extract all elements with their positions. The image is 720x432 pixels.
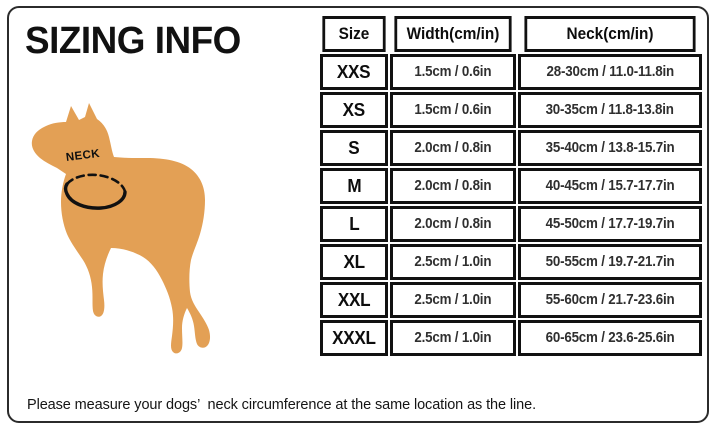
cell-neck: 60-65cm / 23.6-25.6in bbox=[518, 320, 702, 356]
header-neck: Neck(cm/in) bbox=[524, 16, 696, 52]
neck-line-solid bbox=[63, 182, 127, 210]
cell-width: 1.5cm / 0.6in bbox=[390, 54, 516, 90]
cell-width: 2.5cm / 1.0in bbox=[390, 320, 516, 356]
table-row: XS 1.5cm / 0.6in 30-35cm / 11.8-13.8in bbox=[320, 92, 702, 128]
cell-width: 1.5cm / 0.6in bbox=[390, 92, 516, 128]
cell-width: 2.5cm / 1.0in bbox=[390, 282, 516, 318]
table-row: L 2.0cm / 0.8in 45-50cm / 17.7-19.7in bbox=[320, 206, 702, 242]
size-label: XL bbox=[343, 251, 365, 272]
cell-neck: 28-30cm / 11.0-11.8in bbox=[518, 54, 702, 90]
width-value: 2.5cm / 1.0in bbox=[414, 254, 492, 270]
table-row: XXL 2.5cm / 1.0in 55-60cm / 21.7-23.6in bbox=[320, 282, 702, 318]
size-label: L bbox=[348, 213, 360, 234]
header-size: Size bbox=[322, 16, 386, 52]
cell-neck: 45-50cm / 17.7-19.7in bbox=[518, 206, 702, 242]
width-value: 2.5cm / 1.0in bbox=[414, 330, 492, 346]
cell-width: 2.0cm / 0.8in bbox=[390, 206, 516, 242]
cell-width: 2.0cm / 0.8in bbox=[390, 130, 516, 166]
dog-body bbox=[31, 103, 211, 354]
dog-illustration: NECK bbox=[19, 100, 309, 390]
size-label: XXL bbox=[337, 289, 371, 310]
cell-size: L bbox=[320, 206, 388, 242]
cell-neck: 35-40cm / 13.8-15.7in bbox=[518, 130, 702, 166]
width-value: 1.5cm / 0.6in bbox=[414, 102, 492, 118]
header-width: Width(cm/in) bbox=[394, 16, 512, 52]
cell-neck: 50-55cm / 19.7-21.7in bbox=[518, 244, 702, 280]
neck-value: 50-55cm / 19.7-21.7in bbox=[545, 254, 675, 270]
cell-width: 2.0cm / 0.8in bbox=[390, 168, 516, 204]
size-chart-table: Size Width(cm/in) Neck(cm/in) XXS 1.5cm … bbox=[318, 14, 704, 358]
table-row: XL 2.5cm / 1.0in 50-55cm / 19.7-21.7in bbox=[320, 244, 702, 280]
width-value: 1.5cm / 0.6in bbox=[414, 64, 492, 80]
neck-line-dashed bbox=[65, 173, 127, 194]
width-value: 2.0cm / 0.8in bbox=[414, 178, 492, 194]
size-label: S bbox=[348, 137, 360, 158]
neck-value: 55-60cm / 21.7-23.6in bbox=[545, 292, 675, 308]
width-value: 2.0cm / 0.8in bbox=[414, 140, 492, 156]
width-value: 2.5cm / 1.0in bbox=[414, 292, 492, 308]
cell-neck: 40-45cm / 15.7-17.7in bbox=[518, 168, 702, 204]
neck-value: 45-50cm / 17.7-19.7in bbox=[545, 216, 675, 232]
neck-value: 60-65cm / 23.6-25.6in bbox=[545, 330, 675, 346]
cell-size: XS bbox=[320, 92, 388, 128]
table-header-row: Size Width(cm/in) Neck(cm/in) bbox=[320, 16, 702, 52]
measurement-instruction: Please measure your dogs’ neck circumfer… bbox=[27, 397, 536, 413]
cell-width: 2.5cm / 1.0in bbox=[390, 244, 516, 280]
cell-neck: 30-35cm / 11.8-13.8in bbox=[518, 92, 702, 128]
size-label: XS bbox=[342, 99, 366, 120]
width-value: 2.0cm / 0.8in bbox=[414, 216, 492, 232]
size-label: M bbox=[347, 175, 361, 196]
cell-size: S bbox=[320, 130, 388, 166]
cell-size: XXS bbox=[320, 54, 388, 90]
cell-size: XXXL bbox=[320, 320, 388, 356]
neck-value: 28-30cm / 11.0-11.8in bbox=[546, 64, 674, 80]
neck-value: 30-35cm / 11.8-13.8in bbox=[545, 102, 675, 118]
cell-size: M bbox=[320, 168, 388, 204]
size-label: XXS bbox=[337, 61, 371, 82]
page-title: SIZING INFO bbox=[25, 20, 241, 62]
neck-value: 35-40cm / 13.8-15.7in bbox=[545, 140, 675, 156]
illustration-panel: SIZING INFO NECK bbox=[9, 8, 309, 388]
table-row: S 2.0cm / 0.8in 35-40cm / 13.8-15.7in bbox=[320, 130, 702, 166]
table-row: M 2.0cm / 0.8in 40-45cm / 15.7-17.7in bbox=[320, 168, 702, 204]
table-body: XXS 1.5cm / 0.6in 28-30cm / 11.0-11.8in … bbox=[320, 54, 702, 356]
table-row: XXS 1.5cm / 0.6in 28-30cm / 11.0-11.8in bbox=[320, 54, 702, 90]
cell-size: XXL bbox=[320, 282, 388, 318]
table-row: XXXL 2.5cm / 1.0in 60-65cm / 23.6-25.6in bbox=[320, 320, 702, 356]
size-label: XXXL bbox=[332, 327, 376, 348]
cell-size: XL bbox=[320, 244, 388, 280]
neck-value: 40-45cm / 15.7-17.7in bbox=[545, 178, 675, 194]
cell-neck: 55-60cm / 21.7-23.6in bbox=[518, 282, 702, 318]
